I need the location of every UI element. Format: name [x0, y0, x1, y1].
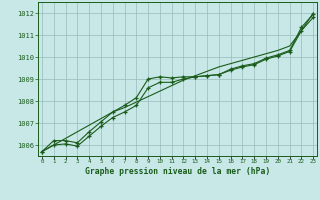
X-axis label: Graphe pression niveau de la mer (hPa): Graphe pression niveau de la mer (hPa): [85, 167, 270, 176]
